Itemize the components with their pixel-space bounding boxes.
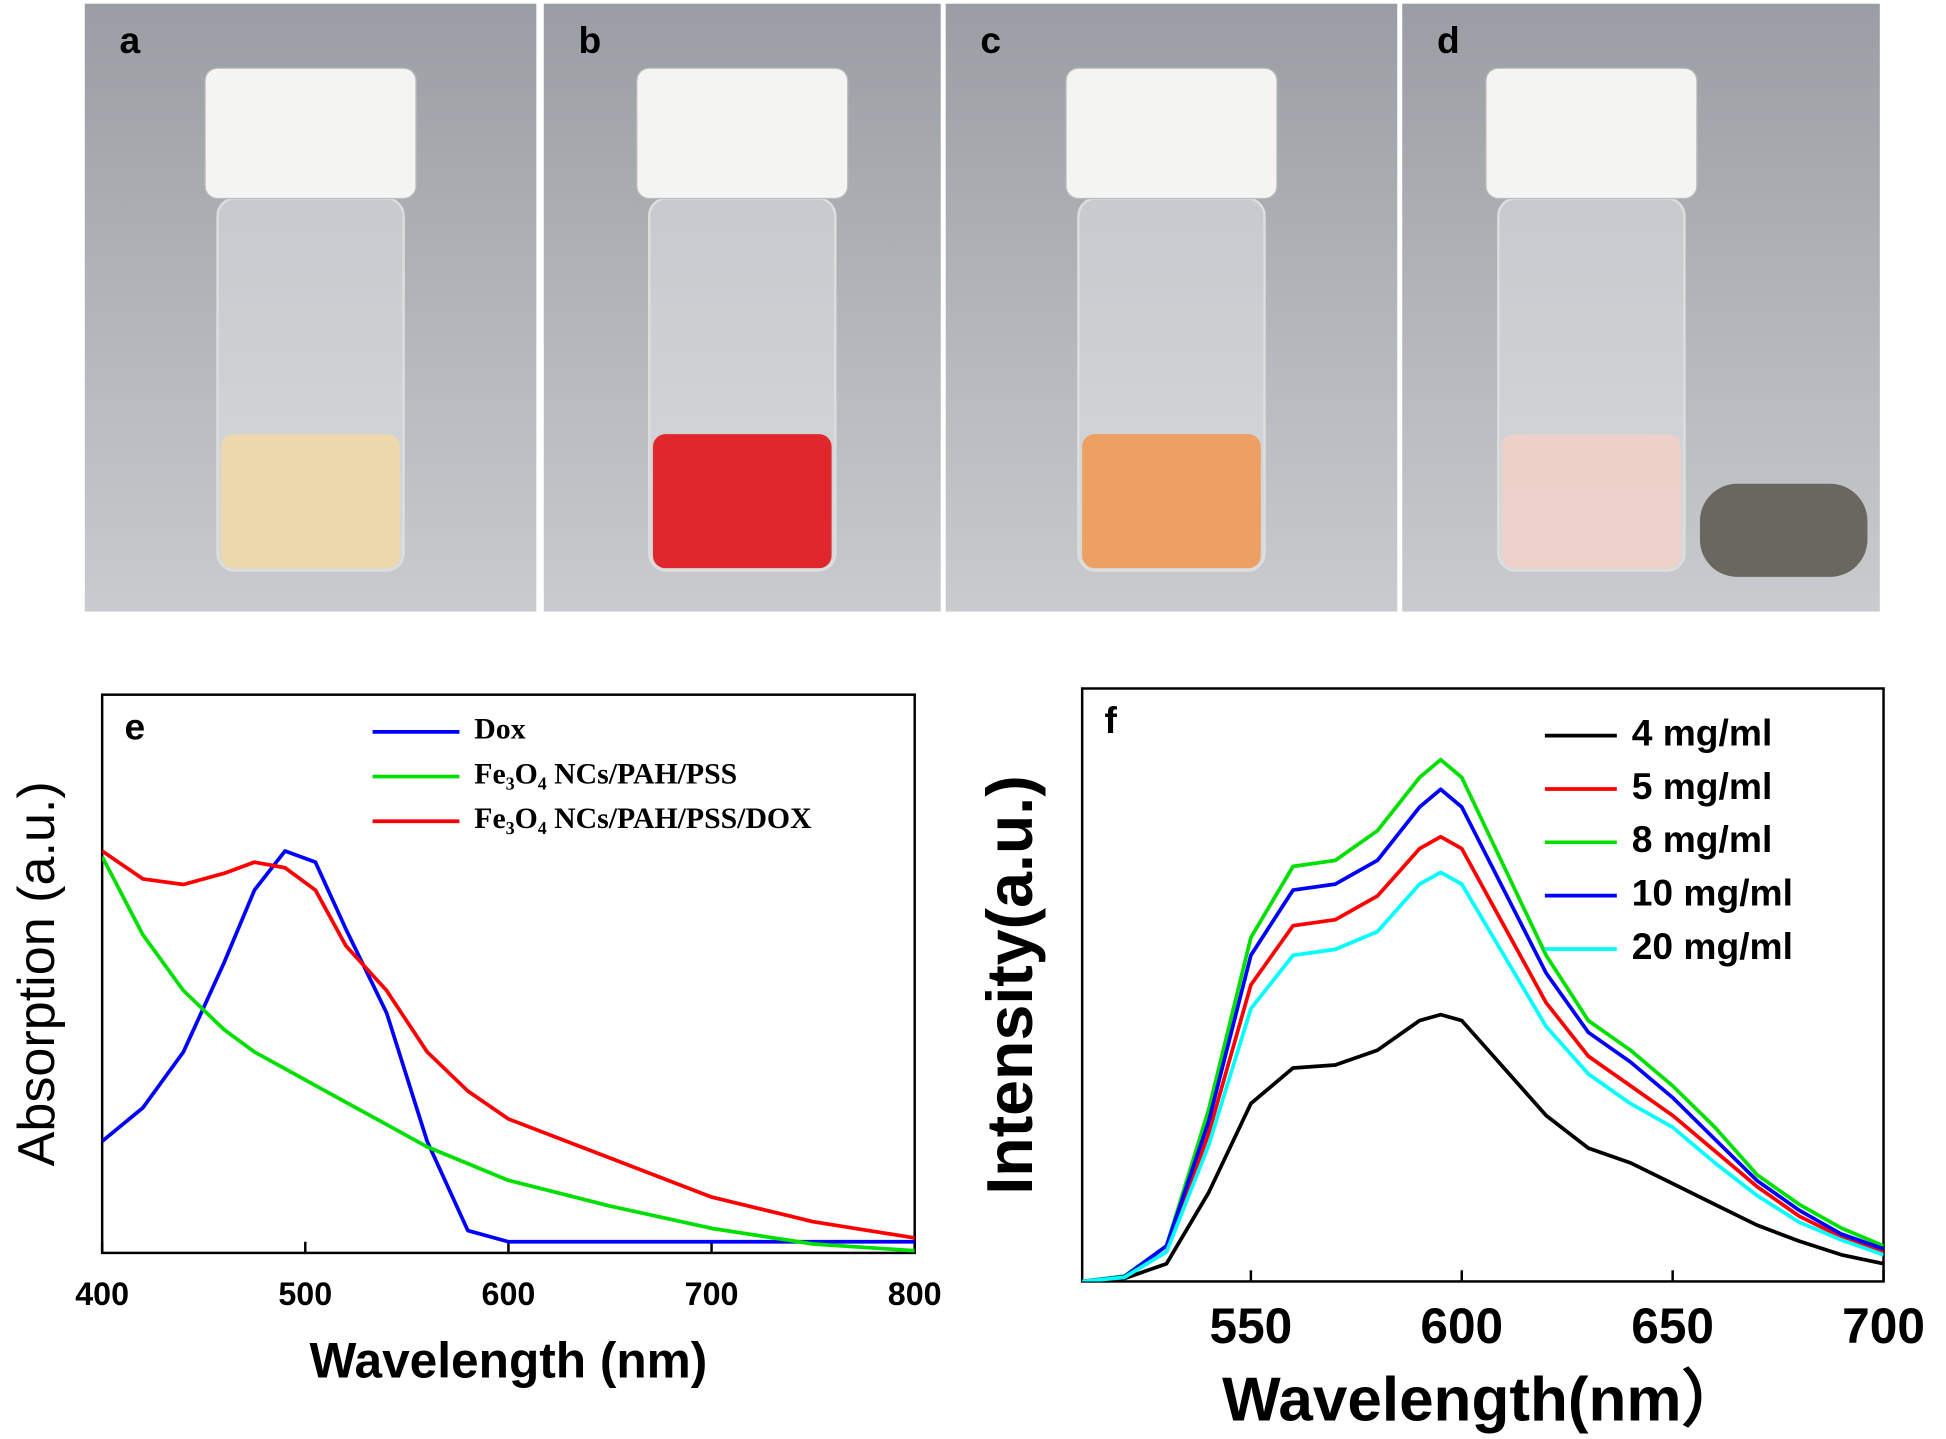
plot-frame [1080, 687, 1885, 1283]
vial-liquid [221, 434, 400, 569]
legend-label: 20 mg/ml [1632, 925, 1793, 967]
x-tick-label: 800 [888, 1276, 942, 1312]
x-tick-label: 500 [278, 1276, 332, 1312]
vial-cap [636, 67, 849, 200]
panel-label: e [124, 705, 145, 747]
series-line [1082, 787, 1884, 1282]
series-line [102, 855, 915, 1253]
vial-cap [1485, 67, 1698, 200]
panel-label: a [120, 19, 141, 61]
x-tick-label: 700 [685, 1276, 739, 1312]
panel-label: c [980, 19, 1001, 61]
legend-label: 8 mg/ml [1632, 818, 1773, 860]
x-axis-label: Wavelength(nm） [1222, 1365, 1743, 1435]
panel-label: f [1104, 699, 1117, 741]
x-axis-label: Wavelength (nm) [310, 1333, 708, 1389]
x-tick-label: 550 [1209, 1298, 1292, 1354]
series-line [1082, 1012, 1884, 1282]
legend-label: 5 mg/ml [1632, 765, 1773, 807]
vial-liquid [1082, 434, 1261, 569]
y-axis-label: Absorption (a.u.) [8, 781, 66, 1166]
series-line [1082, 870, 1884, 1282]
panel-label: b [579, 19, 602, 61]
panel-label: d [1437, 19, 1460, 61]
legend-label: 10 mg/ml [1632, 871, 1793, 913]
series-line [1082, 834, 1884, 1282]
legend-label: Fe₃O₄ NCs/PAH/PSS [474, 757, 737, 790]
vial-cap [1065, 67, 1278, 200]
series-line [102, 849, 915, 1240]
legend-label: Dox [474, 713, 525, 746]
series-line [1082, 757, 1884, 1282]
vial-liquid [652, 434, 832, 569]
x-tick-label: 400 [75, 1276, 129, 1312]
vial-cap [204, 67, 417, 200]
legend-label: Fe₃O₄ NCs/PAH/PSS/DOX [474, 802, 812, 835]
photo-row: a b c d [84, 3, 1880, 612]
x-tick-label: 600 [1420, 1298, 1503, 1354]
series-line [102, 849, 915, 1244]
x-tick-label: 600 [482, 1276, 536, 1312]
magnet [1699, 483, 1868, 577]
chart: 550 600 650 700 Wavelength(nm） Intensity(a.u.… [974, 687, 1925, 1435]
legend-label: 4 mg/ml [1632, 711, 1773, 753]
x-tick-label: 700 [1842, 1298, 1925, 1354]
x-tick-label: 650 [1631, 1298, 1714, 1354]
chart: 400 500 600 700 800 Wavelength (nm) Absorption… [8, 693, 942, 1389]
vial-liquid [1502, 434, 1681, 569]
y-axis-label: Intensity(a.u.) [974, 775, 1046, 1194]
